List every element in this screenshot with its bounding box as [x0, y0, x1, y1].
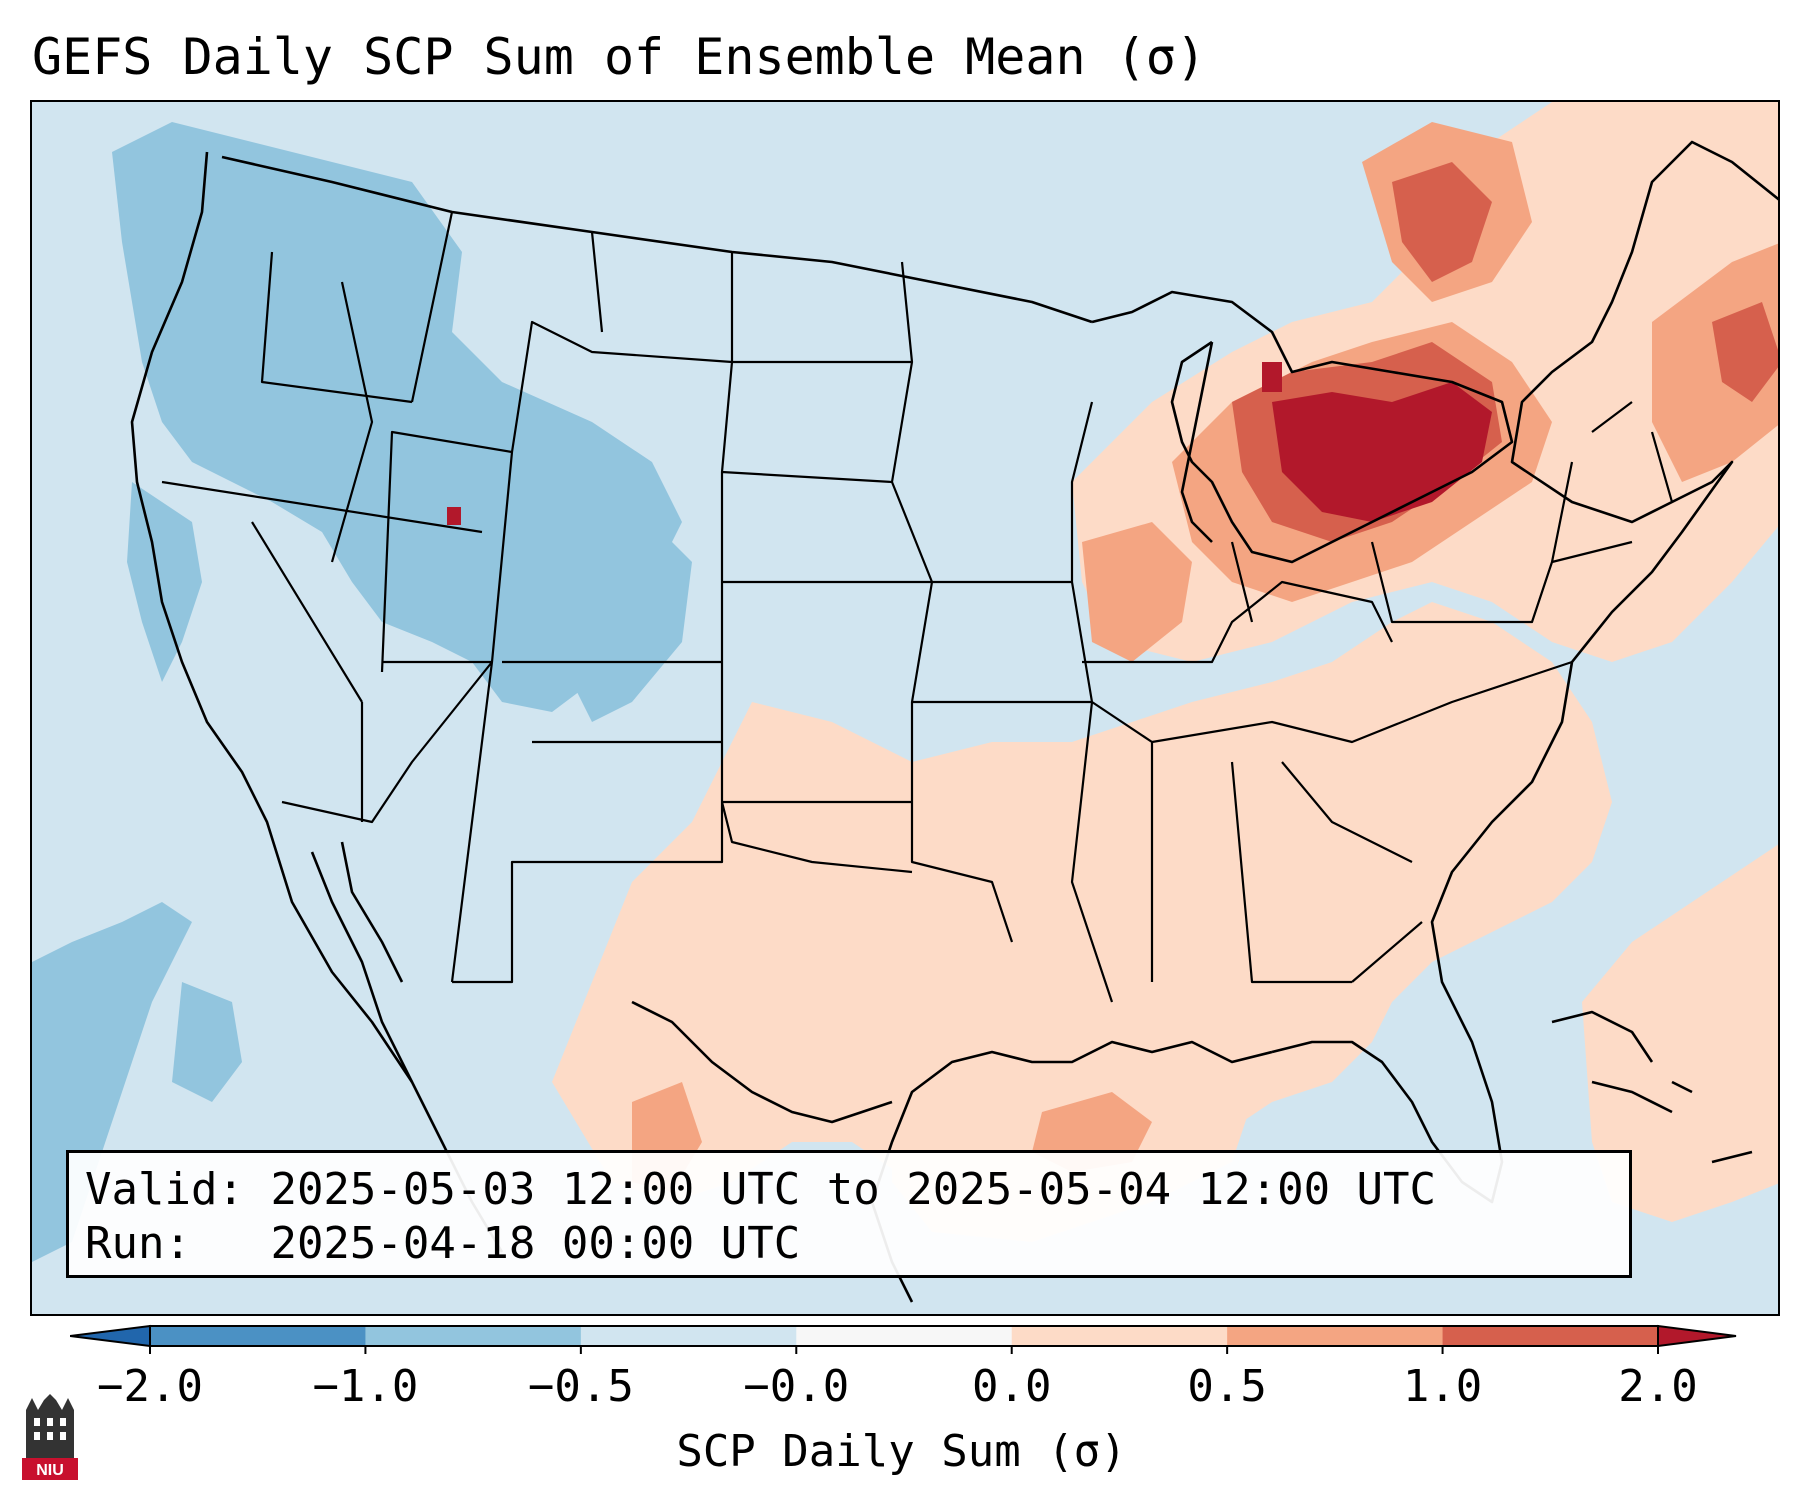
lake-michigan-line — [1180, 341, 1214, 543]
colorbar-segment — [1227, 1326, 1444, 1346]
colorbar-segments — [150, 1326, 1659, 1346]
niu-logo: NIU — [22, 1394, 78, 1480]
colorbar-segment — [796, 1326, 1013, 1346]
colorbar-tick-label: 2.0 — [1618, 1361, 1698, 1412]
midred-region-northeast — [1652, 243, 1778, 482]
caribbean-line — [1551, 1010, 1753, 1164]
mexico-line — [631, 1000, 893, 1124]
colorbar-tick-label: −1.0 — [312, 1361, 419, 1412]
run-row: Run: 2025-04-18 00:00 UTC — [85, 1217, 1613, 1271]
colorbar-extend-high — [1657, 1324, 1737, 1348]
colorbar-segment — [150, 1326, 366, 1346]
colorbar — [70, 1324, 1737, 1354]
maxred-spot-upper — [1262, 362, 1282, 392]
lightred-region-plains — [552, 602, 1612, 1202]
maxred-region-core — [1272, 382, 1492, 522]
colorbar-tick-label: 0.0 — [971, 1361, 1052, 1412]
state-lines — [161, 211, 1674, 1003]
run-value: 2025-04-18 00:00 UTC — [270, 1218, 801, 1269]
lightred-region-atlantic — [1582, 844, 1778, 1222]
colorbar-extend-low — [70, 1324, 151, 1348]
scp-map — [32, 102, 1778, 1314]
blue-region-coast — [127, 482, 202, 682]
colorbar-border — [149, 1325, 1659, 1347]
colorbar-segment — [365, 1326, 582, 1346]
colorbar-tick-label: 1.0 — [1402, 1361, 1483, 1412]
colorbar-segment — [1011, 1326, 1228, 1346]
colorbar-segment — [580, 1326, 797, 1346]
colorbar-tick-label: −0.5 — [527, 1361, 634, 1412]
great-lakes-line — [1091, 290, 1514, 564]
strongred-region-quebec — [1392, 162, 1492, 282]
niu-logo-text: NIU — [36, 1462, 64, 1479]
colorbar-tick-label: −0.0 — [743, 1361, 850, 1412]
colorbar-segment — [1442, 1326, 1659, 1346]
maxred-spot-utah — [447, 507, 461, 525]
valid-value: 2025-05-03 12:00 UTC to 2025-05-04 12:00… — [270, 1164, 1437, 1215]
map-title: GEFS Daily SCP Sum of Ensemble Mean (σ) — [32, 28, 1206, 86]
midred-region-ohio — [1082, 522, 1192, 662]
valid-run-infobox: Valid: 2025-05-03 12:00 UTC to 2025-05-0… — [66, 1150, 1632, 1278]
valid-label: Valid: — [85, 1164, 244, 1215]
run-label: Run: — [85, 1218, 191, 1269]
valid-row: Valid: 2025-05-03 12:00 UTC to 2025-05-0… — [85, 1163, 1613, 1217]
blue-region-mexico — [172, 982, 242, 1102]
colorbar-tick-label: −2.0 — [97, 1361, 203, 1412]
strongred-region-ne — [1712, 302, 1778, 402]
map-panel[interactable] — [30, 100, 1780, 1316]
baja-line — [310, 841, 414, 1083]
colorbar-label: SCP Daily Sum (σ) — [676, 1426, 1127, 1477]
colorbar-tick-label: 0.5 — [1187, 1361, 1267, 1412]
